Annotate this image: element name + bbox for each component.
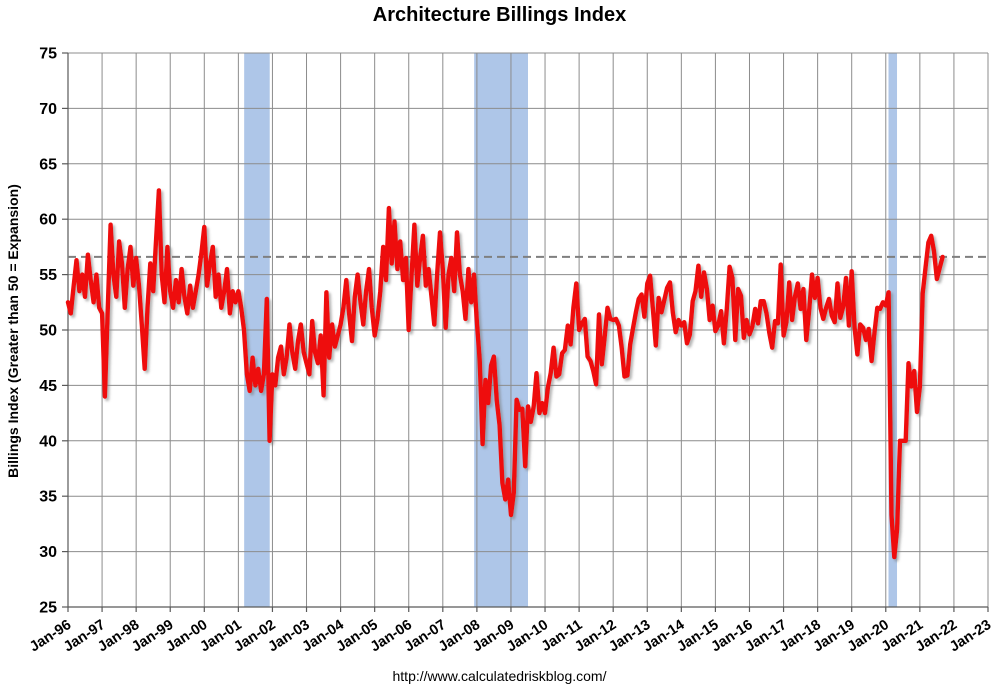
y-tick-label: 45 [39,378,57,395]
source-url: http://www.calculatedriskblog.com/ [392,668,607,684]
y-tick-label: 65 [39,156,57,173]
y-tick-label: 35 [39,489,57,506]
page-title: Architecture Billings Index [372,4,627,26]
y-tick-label: 40 [39,433,57,450]
y-tick-label: 70 [39,101,57,118]
y-tick-label: 50 [39,323,57,340]
y-tick-label: 75 [39,46,57,63]
y-tick-label: 25 [39,600,57,617]
abi-series-line [65,188,945,560]
y-tick-label: 30 [39,544,57,561]
y-tick-label: 60 [39,212,57,229]
reference-lines [68,255,988,332]
y-axis-title: Billings Index (Greater than 50 = Expans… [5,184,21,478]
data-series [65,188,945,560]
y-tick-label: 55 [39,267,57,284]
